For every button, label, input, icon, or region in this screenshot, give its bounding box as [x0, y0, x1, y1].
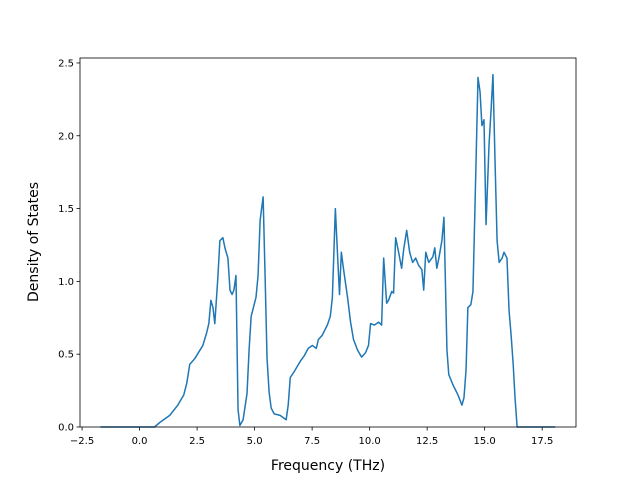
plot-frame	[79, 57, 577, 428]
x-tick-label: 2.5	[189, 436, 205, 447]
y-axis-label: Density of States	[26, 182, 42, 302]
x-tick-label: 10.0	[359, 436, 381, 447]
x-tick-label: 0.0	[132, 436, 148, 447]
y-tick-label: 1.5	[58, 204, 74, 215]
x-tick-label: 5.0	[247, 436, 263, 447]
x-tick-label: 17.5	[531, 436, 553, 447]
x-tick-label: 15.0	[474, 436, 496, 447]
x-tick-label: −2.5	[70, 436, 94, 447]
line	[100, 73, 556, 428]
y-tick-label: 2.5	[58, 58, 74, 69]
y-tick-label: 1.0	[58, 277, 74, 288]
y-tick-label: 0.5	[58, 350, 74, 361]
x-axis-label: Frequency (THz)	[271, 458, 385, 474]
y-tick-label: 0.0	[58, 423, 74, 434]
x-tick-label: 12.5	[416, 436, 438, 447]
x-tick-label: 7.5	[304, 436, 320, 447]
y-tick-label: 2.0	[58, 131, 74, 142]
